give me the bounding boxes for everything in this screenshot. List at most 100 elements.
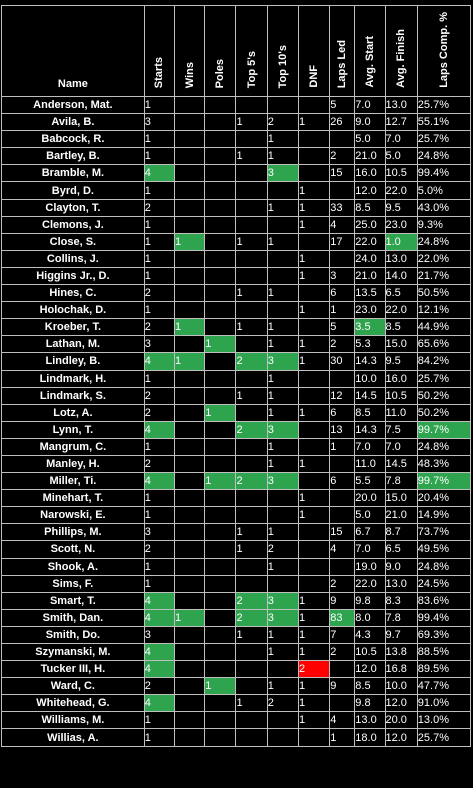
dnf-cell: 1: [298, 625, 331, 645]
laps-comp-cell: 99.7%: [416, 472, 472, 491]
poles-cell: [204, 249, 237, 268]
dnf-cell: [298, 318, 331, 337]
avg-start-cell: 8.5: [354, 403, 386, 422]
header-top5: Top 5's: [235, 5, 268, 97]
table-row: Clayton, T. 2 1 1 33 8.5 9.5 43.0%: [1, 198, 472, 217]
top5-cell: [235, 95, 268, 115]
top5-cell: [235, 266, 268, 286]
starts-cell: 1: [143, 557, 176, 576]
top10-cell: 1: [266, 677, 300, 696]
wins-cell: 1: [173, 352, 206, 371]
laps-led-cell: [329, 506, 356, 525]
wins-cell: [173, 540, 206, 559]
starts-cell: 4: [143, 420, 176, 439]
top5-cell: [235, 728, 268, 747]
starts-cell: 4: [143, 472, 176, 491]
laps-led-cell: 6: [329, 472, 356, 491]
table-row: Scott, N. 2 1 2 4 7.0 6.5 49.5%: [1, 540, 472, 559]
driver-name: Clayton, T.: [1, 198, 145, 217]
dnf-cell: 1: [298, 301, 331, 320]
starts-cell: 4: [143, 164, 176, 183]
driver-name: Kroeber, T.: [1, 318, 145, 337]
wins-cell: [173, 266, 206, 286]
wins-cell: [173, 335, 206, 354]
avg-finish-cell: 9.7: [384, 625, 418, 645]
table-row: Avila, B. 3 1 2 1 26 9.0 12.7 55.1%: [1, 113, 472, 132]
laps-led-cell: 2: [329, 574, 356, 593]
avg-finish-cell: 8.3: [384, 591, 418, 610]
dnf-cell: [298, 130, 331, 149]
poles-cell: [204, 113, 237, 132]
laps-led-cell: [329, 489, 356, 508]
starts-cell: 1: [143, 232, 176, 251]
wins-cell: [173, 301, 206, 320]
wins-cell: [173, 420, 206, 439]
driver-name: Scott, N.: [1, 540, 145, 559]
table-row: Holochak, D. 1 1 1 23.0 22.0 12.1%: [1, 301, 472, 320]
avg-start-cell: 21.0: [354, 266, 386, 286]
dnf-cell: 1: [298, 113, 331, 132]
table-row: Lynn, T. 4 2 3 13 14.3 7.5 99.7%: [1, 420, 472, 439]
table-row: Lotz, A. 2 1 1 1 6 8.5 11.0 50.2%: [1, 403, 472, 422]
top5-cell: [235, 181, 268, 200]
wins-cell: [173, 181, 206, 200]
top10-cell: 3: [266, 420, 300, 439]
dnf-cell: [298, 523, 331, 542]
laps-comp-cell: 20.4%: [416, 489, 472, 508]
wins-cell: [173, 386, 206, 405]
driver-name: Sims, F.: [1, 574, 145, 593]
laps-comp-cell: 50.2%: [416, 386, 472, 405]
avg-finish-cell: 7.5: [384, 420, 418, 439]
top5-cell: 1: [235, 232, 268, 251]
laps-led-cell: 4: [329, 540, 356, 559]
laps-comp-cell: 25.7%: [416, 728, 472, 747]
laps-led-cell: 13: [329, 420, 356, 439]
wins-cell: [173, 164, 206, 183]
avg-start-cell: 21.0: [354, 147, 386, 166]
laps-comp-cell: 99.4%: [416, 164, 472, 183]
avg-start-cell: 5.0: [354, 130, 386, 149]
laps-led-cell: 9: [329, 677, 356, 696]
wins-cell: 1: [173, 318, 206, 337]
dnf-cell: [298, 284, 331, 303]
top5-cell: 1: [235, 523, 268, 542]
driver-name: Anderson, Mat.: [1, 95, 145, 115]
laps-led-cell: 33: [329, 198, 356, 217]
driver-name: Lynn, T.: [1, 420, 145, 439]
laps-led-cell: 26: [329, 113, 356, 132]
laps-comp-cell: 24.5%: [416, 574, 472, 593]
header-top10: Top 10's: [266, 5, 300, 97]
top5-cell: 1: [235, 694, 268, 713]
driver-name: Shook, A.: [1, 557, 145, 576]
laps-led-cell: 15: [329, 523, 356, 542]
table-row: Lindmark, H. 1 1 10.0 16.0 25.7%: [1, 369, 472, 388]
driver-name: Smith, Dan.: [1, 608, 145, 627]
dnf-cell: 1: [298, 266, 331, 286]
driver-name: Lindley, B.: [1, 352, 145, 371]
avg-start-cell: 12.0: [354, 660, 386, 679]
laps-comp-cell: 69.3%: [416, 625, 472, 645]
top10-cell: 1: [266, 147, 300, 166]
top5-cell: 2: [235, 352, 268, 371]
avg-finish-cell: 7.0: [384, 437, 418, 456]
avg-finish-cell: 12.0: [384, 694, 418, 713]
avg-finish-cell: 5.0: [384, 147, 418, 166]
wins-cell: [173, 642, 206, 662]
top10-cell: [266, 711, 300, 730]
dnf-cell: 1: [298, 694, 331, 713]
wins-cell: [173, 454, 206, 474]
poles-cell: [204, 540, 237, 559]
avg-finish-cell: 16.0: [384, 369, 418, 388]
top5-cell: [235, 574, 268, 593]
avg-finish-cell: 16.8: [384, 660, 418, 679]
top5-cell: [235, 215, 268, 234]
poles-cell: [204, 489, 237, 508]
table-row: Tucker III, H. 4 2 12.0 16.8 89.5%: [1, 660, 472, 679]
top5-cell: [235, 403, 268, 422]
laps-comp-cell: 14.9%: [416, 506, 472, 525]
laps-led-cell: 2: [329, 335, 356, 354]
top5-cell: [235, 164, 268, 183]
dnf-cell: 1: [298, 454, 331, 474]
poles-cell: [204, 386, 237, 405]
starts-cell: 2: [143, 540, 176, 559]
